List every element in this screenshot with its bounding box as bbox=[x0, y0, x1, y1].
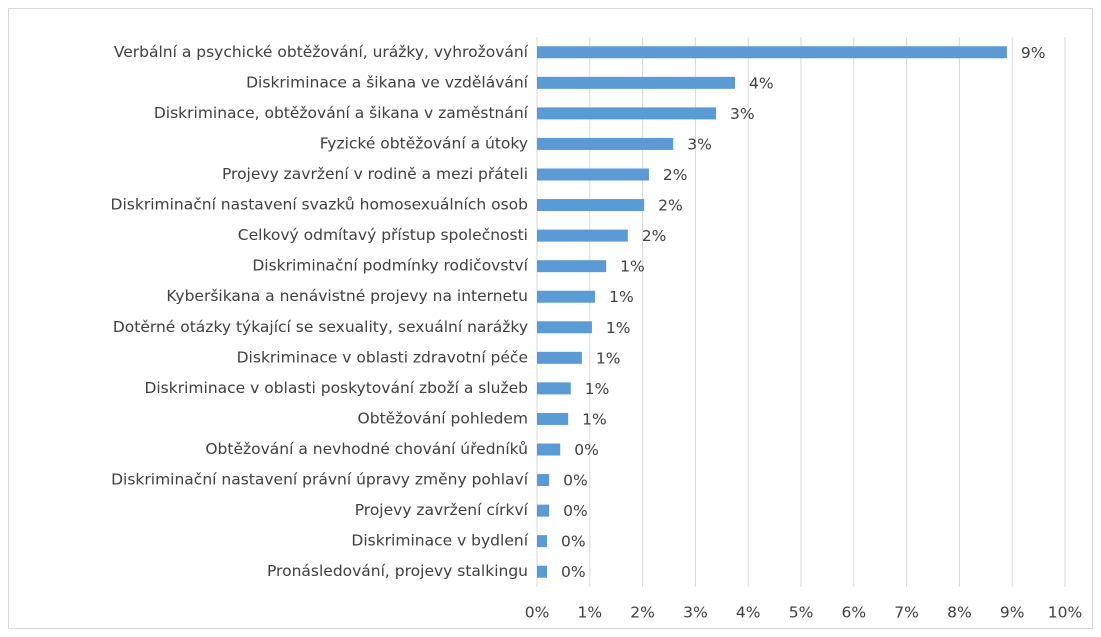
value-label: 0% bbox=[561, 563, 586, 581]
x-tick-label: 10% bbox=[1048, 604, 1082, 622]
y-tick-label: Diskriminační nastavení právní úpravy zm… bbox=[111, 471, 529, 489]
y-tick-label: Diskriminační podmínky rodičovství bbox=[252, 257, 528, 275]
x-tick-label: 6% bbox=[842, 604, 867, 622]
value-label: 2% bbox=[658, 197, 683, 215]
bar bbox=[537, 535, 548, 548]
bar bbox=[537, 504, 550, 517]
y-tick-label: Obtěžování pohledem bbox=[358, 409, 528, 427]
value-label: 2% bbox=[642, 227, 667, 245]
value-label: 0% bbox=[563, 502, 588, 520]
y-tick-label: Obtěžování a nevhodné chování úředníků bbox=[205, 440, 528, 458]
x-tick-label: 0% bbox=[525, 604, 550, 622]
bar bbox=[537, 474, 550, 487]
value-label: 1% bbox=[606, 319, 631, 337]
bar bbox=[537, 412, 569, 425]
x-tick-label: 5% bbox=[789, 604, 814, 622]
y-tick-label: Celkový odmítavý přístup společnosti bbox=[238, 226, 528, 244]
x-tick-label: 2% bbox=[630, 604, 655, 622]
value-label: 3% bbox=[730, 105, 755, 123]
bar bbox=[537, 76, 735, 89]
value-label: 1% bbox=[582, 410, 607, 428]
value-label: 1% bbox=[585, 380, 610, 398]
bar bbox=[537, 168, 649, 181]
y-tick-label: Kyberšikana a nenávistné projevy na inte… bbox=[166, 287, 528, 305]
x-tick-label: 3% bbox=[683, 604, 708, 622]
bar bbox=[537, 260, 607, 273]
bar bbox=[537, 351, 582, 364]
value-label: 0% bbox=[561, 533, 586, 551]
y-tick-label: Diskriminace, obtěžování a šikana v zamě… bbox=[154, 104, 529, 122]
bar bbox=[537, 290, 596, 303]
y-tick-label: Projevy zavržení církví bbox=[355, 501, 529, 519]
value-label: 3% bbox=[687, 135, 712, 153]
value-label: 1% bbox=[609, 288, 634, 306]
value-label: 1% bbox=[596, 349, 621, 367]
bar bbox=[537, 321, 592, 334]
bar bbox=[537, 46, 1007, 59]
x-tick-label: 9% bbox=[1000, 604, 1025, 622]
value-label: 9% bbox=[1021, 44, 1046, 62]
y-tick-label: Diskriminační nastavení svazků homosexuá… bbox=[111, 196, 528, 214]
x-tick-label: 7% bbox=[894, 604, 919, 622]
value-label: 0% bbox=[574, 441, 599, 459]
bar bbox=[537, 107, 716, 120]
bar bbox=[537, 137, 674, 150]
y-tick-label: Fyzické obtěžování a útoky bbox=[320, 134, 528, 152]
x-tick-label: 4% bbox=[736, 604, 761, 622]
value-label: 4% bbox=[749, 74, 774, 92]
bar bbox=[537, 565, 548, 578]
y-tick-label: Dotěrné otázky týkající se sexuality, se… bbox=[113, 318, 528, 336]
y-tick-label: Diskriminace v oblasti poskytování zboží… bbox=[144, 379, 528, 397]
y-tick-label: Pronásledování, projevy stalkingu bbox=[267, 562, 528, 580]
y-tick-label: Diskriminace v oblasti zdravotní péče bbox=[237, 348, 528, 366]
bar bbox=[537, 199, 645, 212]
y-tick-label: Verbální a psychické obtěžování, urážky,… bbox=[114, 43, 529, 61]
y-tick-label: Diskriminace v bydlení bbox=[351, 532, 528, 550]
bar bbox=[537, 229, 628, 242]
x-tick-label: 8% bbox=[947, 604, 972, 622]
bar bbox=[537, 443, 561, 456]
y-tick-label: Diskriminace a šikana ve vzdělávání bbox=[246, 73, 529, 91]
y-tick-label: Projevy zavržení v rodině a mezi přáteli bbox=[222, 165, 528, 183]
value-label: 2% bbox=[663, 166, 688, 184]
bar bbox=[537, 382, 571, 395]
value-label: 1% bbox=[620, 258, 645, 276]
value-label: 0% bbox=[563, 472, 588, 490]
x-tick-label: 1% bbox=[578, 604, 603, 622]
